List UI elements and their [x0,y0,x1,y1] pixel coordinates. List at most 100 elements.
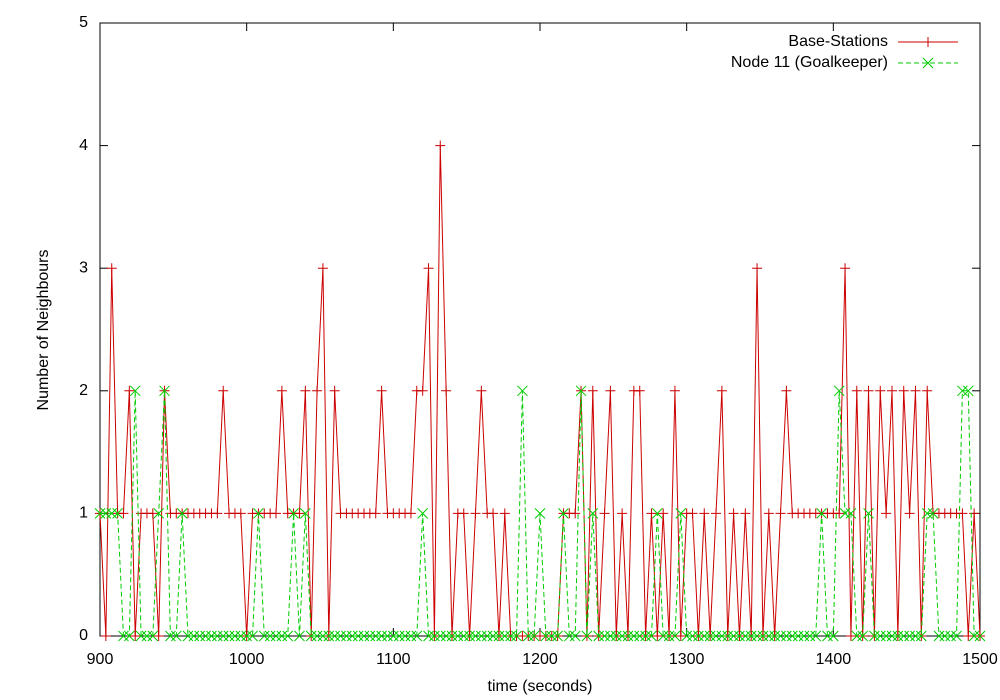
point-marker [393,630,405,642]
point-marker [223,630,235,642]
point-marker [775,630,786,642]
point-marker [100,631,111,641]
point-marker [124,385,135,396]
point-marker [135,630,147,642]
point-marker [247,630,258,642]
point-marker [921,508,933,519]
point-marker [270,630,282,642]
point-marker [106,263,117,274]
point-marker [763,508,774,519]
point-marker [740,508,751,519]
point-marker [300,385,311,396]
point-marker [505,630,517,642]
point-marker [130,631,141,641]
point-marker [887,385,897,396]
point-marker [499,508,510,519]
point-marker [417,508,429,519]
point-marker [123,630,135,642]
point-marker [745,630,757,642]
point-marker [863,508,874,519]
point-marker [147,508,158,519]
point-marker [352,630,364,642]
point-marker [429,630,440,642]
point-marker [258,630,270,642]
point-marker [687,630,698,642]
point-marker [898,630,910,642]
legend-label: Base-Stations [788,33,888,50]
point-marker [839,508,851,519]
point-marker [945,630,957,642]
point-marker [212,508,223,519]
point-marker [840,263,851,274]
point-marker [922,385,933,396]
point-marker [335,630,346,642]
point-marker [581,630,593,642]
point-marker [188,630,200,642]
point-marker [511,630,522,642]
point-marker [464,630,475,642]
point-marker [311,630,323,642]
point-marker [563,630,575,642]
point-marker [816,508,827,519]
point-marker [176,508,188,519]
point-marker [881,508,892,519]
point-marker [575,385,587,397]
point-marker [640,630,651,642]
point-marker [153,508,165,519]
point-marker [786,630,798,642]
point-marker [499,630,511,642]
point-marker [927,508,939,519]
point-marker [522,630,534,642]
point-marker [441,385,452,396]
point-marker [863,385,874,396]
point-marker [845,508,857,519]
x-tick-label: 1100 [376,651,411,668]
point-marker [963,631,974,641]
point-marker [253,508,264,519]
point-marker [781,630,792,642]
point-marker [329,385,340,396]
point-marker [752,263,763,274]
point-marker [605,630,616,642]
point-marker [886,630,898,642]
point-marker [687,508,698,519]
legend-marker [922,57,934,69]
point-marker [370,630,382,642]
point-marker [194,630,206,642]
point-marker [651,508,663,519]
point-marker [587,385,598,396]
point-marker [182,630,194,642]
point-marker [698,630,710,642]
point-marker [669,630,681,642]
point-marker [722,630,734,642]
point-marker [845,631,856,641]
point-marker [358,630,370,642]
point-marker [329,630,341,642]
point-marker [904,630,915,642]
point-marker [370,508,381,519]
point-marker [534,508,546,519]
y-tick-label: 3 [79,259,88,276]
point-marker [159,385,170,397]
point-marker [646,630,657,642]
point-marker [458,630,470,642]
point-marker [165,630,176,642]
point-marker [94,508,106,519]
point-marker [974,630,986,642]
point-marker [170,630,182,642]
point-marker [874,630,886,642]
point-marker [728,508,739,519]
y-tick-label: 1 [79,505,88,522]
point-marker [827,630,839,642]
point-marker [969,508,980,519]
point-marker [271,508,281,519]
point-marker [587,508,599,519]
point-marker [470,508,481,519]
point-marker [869,630,880,642]
point-marker [235,630,247,642]
x-axis-label: time (seconds) [488,678,593,695]
point-marker [476,385,487,396]
point-marker [798,630,810,642]
point-marker [599,508,610,519]
point-marker [704,630,716,642]
